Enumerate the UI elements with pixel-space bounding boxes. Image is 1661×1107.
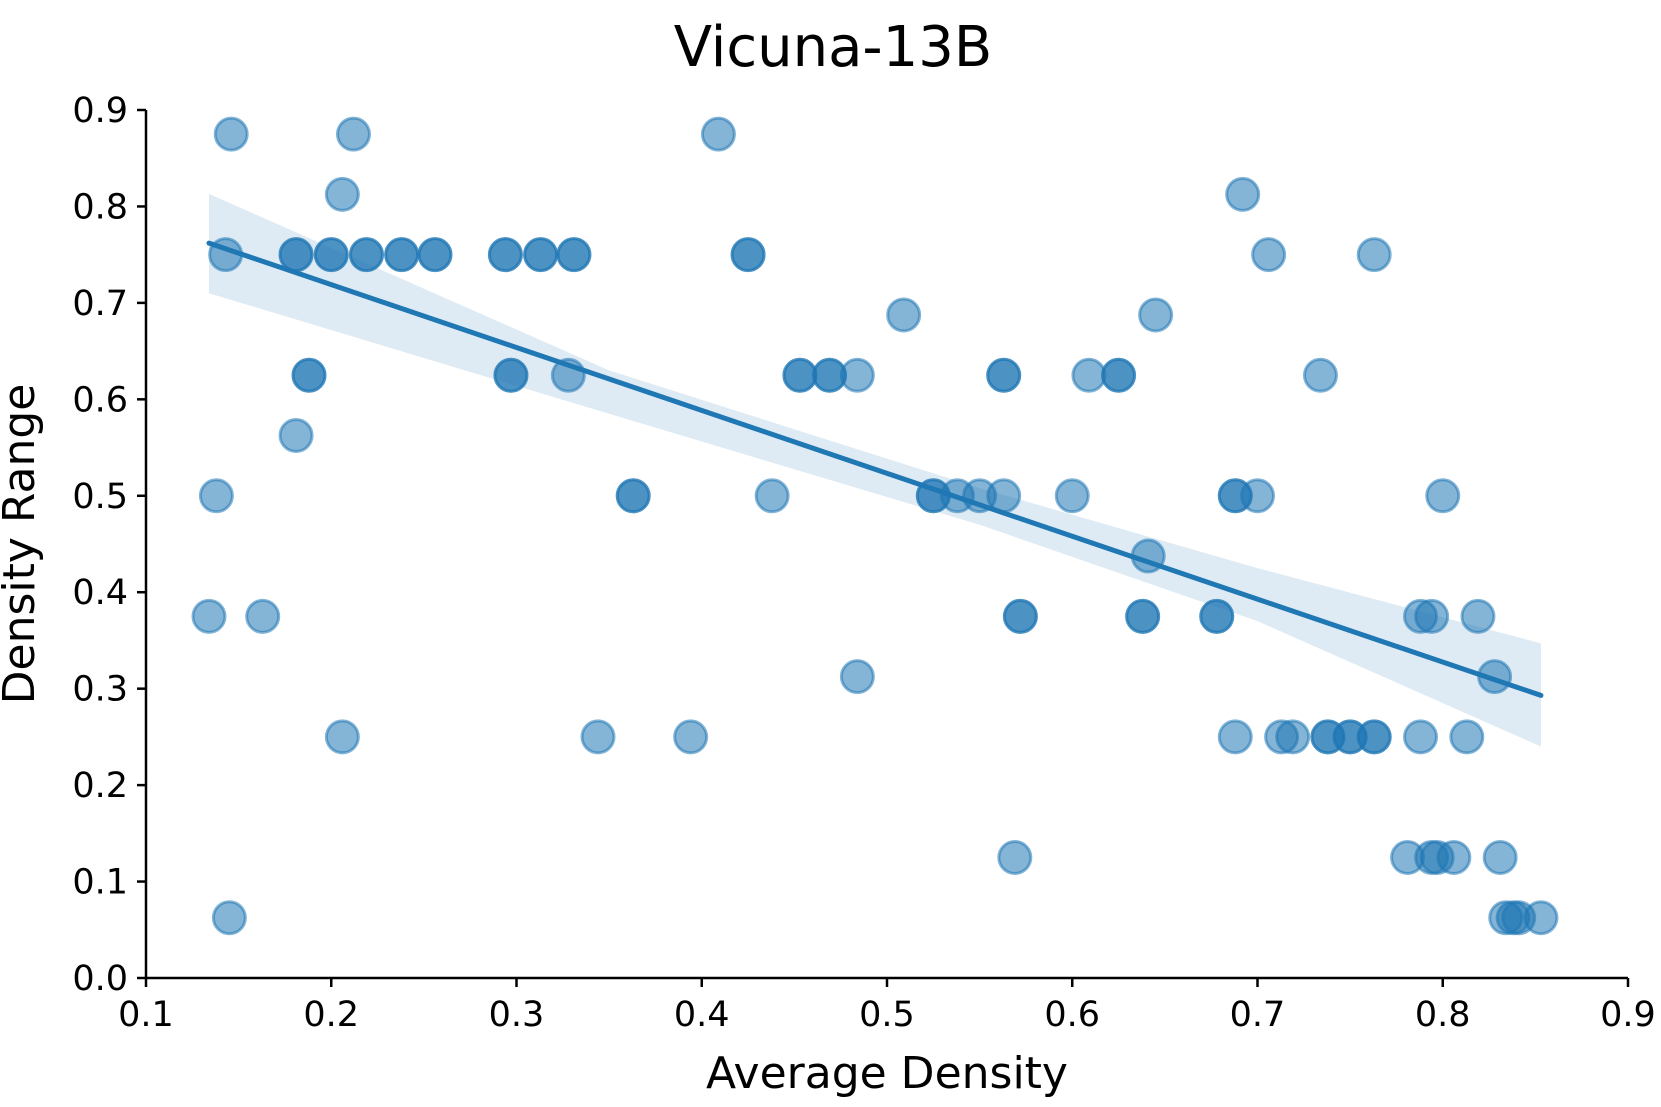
x-tick-label: 0.5 xyxy=(859,995,915,1035)
data-point xyxy=(1002,598,1038,634)
chart-title: Vicuna-13B xyxy=(674,15,993,80)
y-tick-label: 0.4 xyxy=(72,573,128,613)
data-point xyxy=(384,237,420,273)
data-point xyxy=(1523,900,1559,936)
data-point xyxy=(1240,478,1275,514)
x-axis-label: Average Density xyxy=(706,1048,1068,1099)
y-tick-label: 0.5 xyxy=(72,477,128,517)
data-point xyxy=(1460,598,1496,634)
y-tick-label: 0.2 xyxy=(72,766,128,806)
data-point xyxy=(291,357,327,393)
data-point xyxy=(493,357,529,393)
data-point xyxy=(1125,598,1161,634)
data-point xyxy=(1101,357,1137,393)
x-tick-label: 0.8 xyxy=(1415,995,1471,1035)
data-point xyxy=(1071,357,1107,393)
y-tick-label: 0.6 xyxy=(72,380,128,420)
data-point xyxy=(278,237,314,273)
x-tick-label: 0.6 xyxy=(1044,995,1100,1035)
data-point xyxy=(1482,839,1518,875)
data-point xyxy=(1356,237,1392,273)
points-layer xyxy=(191,116,1559,936)
data-point xyxy=(1251,237,1287,273)
x-tick-label: 0.2 xyxy=(303,995,359,1035)
data-point xyxy=(839,659,875,695)
data-point xyxy=(1356,719,1392,755)
y-tick-label: 0.7 xyxy=(72,284,128,324)
data-point xyxy=(1425,478,1461,514)
data-point xyxy=(1436,839,1472,875)
data-point xyxy=(417,237,453,273)
data-point xyxy=(615,478,651,514)
data-point xyxy=(1302,357,1338,393)
data-point xyxy=(324,719,360,755)
data-point xyxy=(839,357,875,393)
regression-layer xyxy=(206,240,1544,698)
data-point xyxy=(886,297,922,333)
y-tick-label: 0.8 xyxy=(72,187,128,227)
regression-line xyxy=(206,240,1544,698)
data-point xyxy=(730,237,766,273)
data-point xyxy=(986,357,1022,393)
x-tick-label: 0.4 xyxy=(674,995,730,1035)
data-point xyxy=(335,116,371,152)
data-point xyxy=(782,357,818,393)
data-point xyxy=(1275,719,1311,755)
data-point xyxy=(487,237,523,273)
x-tick-label: 0.1 xyxy=(118,995,174,1035)
data-point xyxy=(1414,598,1450,634)
data-point xyxy=(324,176,360,212)
data-point xyxy=(1217,719,1253,755)
data-point xyxy=(523,237,559,273)
y-ticks: 0.0 0.1 0.2 0.3 0.4 0.5 0.6 0.7 0.8 0.9 xyxy=(72,91,146,999)
data-point xyxy=(313,237,349,273)
data-point xyxy=(754,478,790,514)
data-point xyxy=(700,116,736,152)
x-tick-label: 0.7 xyxy=(1230,995,1286,1035)
data-point xyxy=(213,116,249,152)
data-point xyxy=(1403,719,1439,755)
data-point xyxy=(1199,598,1235,634)
data-point xyxy=(1138,297,1174,333)
y-tick-label: 0.0 xyxy=(72,959,128,999)
x-ticks: 0.1 0.2 0.3 0.4 0.5 0.6 0.7 0.8 0.9 xyxy=(118,978,1656,1035)
y-tick-label: 0.1 xyxy=(72,863,128,903)
data-point xyxy=(997,839,1033,875)
data-point xyxy=(1054,478,1090,514)
data-point xyxy=(278,418,314,453)
data-point xyxy=(556,237,592,273)
y-axis-label: Density Range xyxy=(0,384,45,705)
data-point xyxy=(1449,719,1485,755)
data-point xyxy=(198,478,234,514)
y-tick-label: 0.3 xyxy=(72,670,128,710)
y-tick-label: 0.9 xyxy=(72,91,128,131)
data-point xyxy=(348,237,384,273)
data-point xyxy=(245,598,281,634)
data-point xyxy=(580,719,616,755)
data-point xyxy=(191,598,227,634)
x-tick-label: 0.3 xyxy=(489,995,545,1035)
x-tick-label: 0.9 xyxy=(1600,995,1656,1035)
data-point xyxy=(1225,176,1261,212)
data-point xyxy=(211,900,247,936)
data-point xyxy=(673,719,709,755)
